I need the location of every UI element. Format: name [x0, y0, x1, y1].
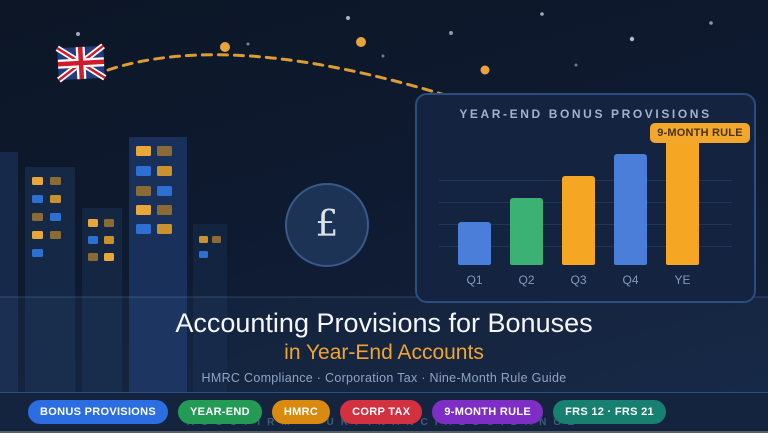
chart-bar-ye [666, 139, 699, 265]
chart-x-label: YE [674, 273, 691, 287]
badge-row: BONUS PROVISIONS YEAR-END HMRC CORP TAX 9-MO… [28, 400, 666, 424]
city-skyline [0, 137, 227, 392]
star-dots [76, 12, 713, 67]
chart-x-label: Q4 [622, 273, 639, 287]
glow-dots [220, 37, 490, 75]
dashed-trajectory [106, 53, 447, 97]
chart-x-label: Q3 [570, 273, 587, 287]
chart-bar-q1 [458, 222, 491, 265]
background-scene [0, 12, 768, 392]
chart-x-label: Q2 [518, 273, 535, 287]
footer-band: ACCOFIRM · UKFINANCIALGUIDANCE BONUS PRO… [0, 392, 768, 431]
badge: YEAR-END [178, 400, 262, 424]
page-subtitle: in Year-End Accounts [284, 341, 484, 364]
badge: FRS 12 · FRS 21 [553, 400, 666, 424]
chart-bar-q2 [510, 198, 543, 265]
chart-x-label: Q1 [466, 273, 483, 287]
page-tagline: HMRC Compliance · Corporation Tax · Nine… [201, 371, 567, 385]
chart-bar-q4 [614, 154, 647, 265]
badge: HMRC [271, 400, 331, 424]
chart-title: YEAR-END BONUS PROVISIONS [459, 107, 712, 121]
ground-overlay [0, 297, 768, 392]
uk-flag-icon [55, 43, 107, 83]
badge: CORP TAX [340, 400, 423, 424]
nine-month-rule-callout: 9-MONTH RULE [650, 123, 750, 143]
chart-panel: YEAR-END BONUS PROVISIONS Q1 Q2 Q3 Q4 YE 9-M… [415, 93, 756, 303]
building-windows [32, 146, 221, 261]
page-title: Accounting Provisions for Bonuses [175, 308, 593, 338]
pound-sterling-icon: £ [285, 183, 369, 267]
badge: 9-MONTH RULE [432, 400, 544, 424]
chart-bar-q3 [562, 176, 595, 265]
pound-symbol: £ [315, 204, 339, 245]
badge: BONUS PROVISIONS [28, 400, 169, 424]
